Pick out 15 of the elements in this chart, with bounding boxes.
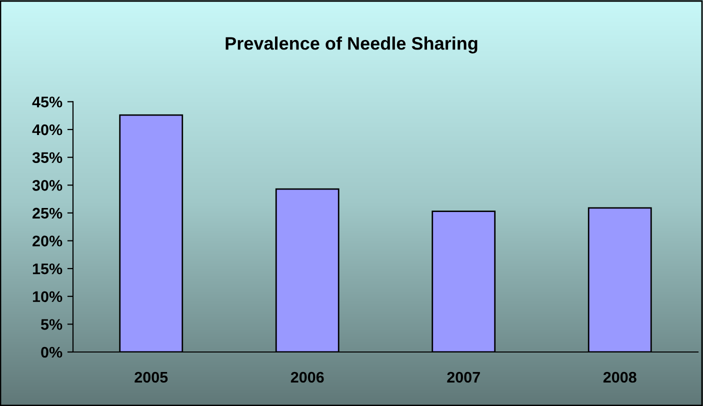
chart-title: Prevalence of Needle Sharing [226, 36, 478, 54]
y-tick-label: 0% [41, 346, 62, 358]
y-tick-label: 40% [32, 124, 62, 136]
y-tick-label: 30% [32, 180, 62, 191]
x-tick-label: 2008 [603, 372, 636, 383]
y-tick-label: 35% [32, 152, 62, 164]
x-tick-label: 2005 [134, 372, 168, 383]
y-tick-label: 15% [32, 263, 62, 274]
x-tick-label: 2007 [447, 372, 480, 383]
y-tick-label: 5% [40, 319, 62, 330]
y-tick-label: 20% [32, 236, 62, 246]
y-tick-label: 25% [32, 208, 62, 219]
x-tick-label: 2006 [290, 372, 324, 383]
y-tick-label: 45% [32, 96, 62, 108]
y-tick-label: 10% [32, 291, 62, 302]
